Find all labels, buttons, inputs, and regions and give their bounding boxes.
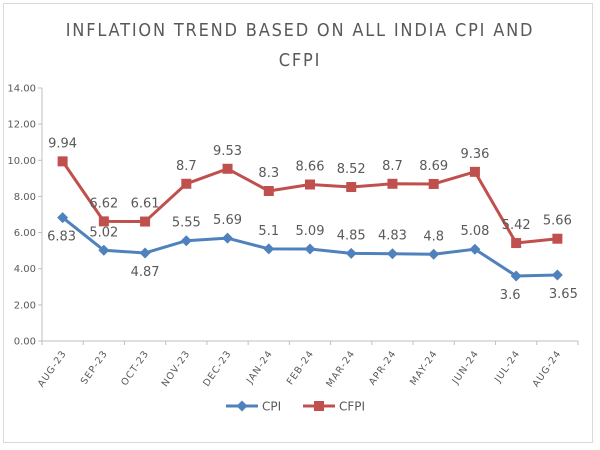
y-tick-label: 12.00	[7, 120, 36, 131]
cfpi-data-label: 9.94	[48, 136, 77, 151]
cpi-data-label: 4.8	[423, 229, 444, 244]
x-tick-label: JUN-24	[450, 348, 482, 387]
cpi-marker	[57, 212, 69, 224]
y-tick-label: 10.00	[7, 156, 36, 167]
cpi-data-label: 5.55	[172, 216, 201, 231]
chart-title-line-1: INFLATION TREND BASED ON ALL INDIA CPI A…	[65, 20, 535, 41]
cfpi-marker	[222, 163, 233, 174]
cpi-data-label: 5.69	[213, 213, 242, 228]
x-tick-label: OCT-23	[119, 348, 151, 388]
cpi-marker	[345, 247, 357, 259]
cfpi-data-label: 5.42	[502, 218, 531, 233]
cfpi-data-label: 6.62	[89, 196, 118, 211]
cfpi-data-label: 9.36	[460, 147, 489, 162]
chart-title-line-2: CFPI	[278, 50, 322, 71]
cfpi-marker	[469, 166, 480, 177]
cpi-data-label: 3.65	[549, 287, 578, 302]
cfpi-data-label: 8.66	[296, 160, 325, 175]
cpi-data-label: 4.83	[378, 229, 407, 244]
legend-label-cfpi: CFPI	[339, 400, 365, 414]
x-tick-label: SEP-23	[79, 348, 110, 386]
cpi-data-label: 4.87	[131, 265, 160, 280]
x-tick-label: NOV-23	[160, 348, 193, 389]
cfpi-marker	[428, 178, 439, 189]
cpi-data-label: 5.08	[460, 224, 489, 239]
cpi-marker	[180, 235, 192, 247]
legend-label-cpi: CPI	[262, 400, 281, 414]
cfpi-marker	[387, 178, 398, 189]
y-tick-label: 6.00	[14, 228, 36, 239]
cfpi-marker	[181, 178, 192, 189]
cpi-data-label: 3.6	[500, 288, 521, 303]
legend-marker-cpi	[236, 400, 248, 412]
x-tick-label: AUG-24	[531, 348, 564, 389]
cpi-marker	[551, 269, 563, 281]
cfpi-data-label: 5.66	[543, 214, 572, 229]
cpi-data-label: 5.02	[89, 225, 118, 240]
y-tick-label: 4.00	[14, 264, 36, 275]
cpi-marker	[98, 244, 110, 256]
cpi-data-label: 5.09	[296, 224, 325, 239]
cfpi-data-label: 6.61	[131, 197, 160, 212]
cpi-data-label: 4.85	[337, 228, 366, 243]
cfpi-marker	[511, 238, 522, 249]
cfpi-marker	[263, 186, 274, 197]
cpi-marker	[428, 248, 440, 260]
x-tick-label: DEC-23	[201, 348, 234, 388]
cpi-marker	[304, 243, 316, 255]
cfpi-data-label: 8.7	[382, 159, 403, 174]
cpi-marker	[222, 232, 234, 244]
cpi-marker	[263, 243, 275, 255]
cfpi-data-label: 8.3	[258, 166, 279, 181]
cfpi-marker	[552, 233, 563, 244]
cfpi-marker	[57, 156, 68, 167]
cpi-marker	[469, 243, 481, 255]
x-tick-label: JAN-24	[244, 348, 275, 386]
cpi-data-label: 5.1	[258, 224, 279, 239]
cfpi-marker	[346, 182, 357, 193]
cpi-marker	[510, 270, 522, 282]
y-tick-label: 0.00	[14, 337, 36, 348]
cfpi-data-label: 9.53	[213, 144, 242, 159]
x-tick-label: APR-24	[367, 348, 399, 387]
cfpi-marker	[98, 216, 109, 227]
x-tick-label: JUL-24	[492, 348, 522, 385]
cfpi-data-label: 8.69	[419, 159, 448, 174]
cpi-marker	[139, 247, 151, 259]
x-tick-label: MAY-24	[408, 348, 440, 387]
x-tick-label: AUG-23	[36, 348, 69, 389]
y-tick-label: 8.00	[14, 192, 36, 203]
legend-marker-cfpi	[314, 401, 324, 411]
cpi-data-label: 6.83	[47, 230, 76, 245]
x-tick-label: MAR-24	[324, 348, 357, 389]
cfpi-data-label: 8.7	[176, 159, 197, 174]
cfpi-marker	[140, 216, 151, 227]
y-tick-label: 14.00	[7, 84, 36, 95]
cfpi-data-label: 8.52	[337, 162, 366, 177]
cpi-marker	[386, 248, 398, 260]
cfpi-marker	[305, 179, 315, 190]
y-tick-label: 2.00	[14, 300, 36, 311]
x-tick-label: FEB-24	[285, 348, 317, 387]
